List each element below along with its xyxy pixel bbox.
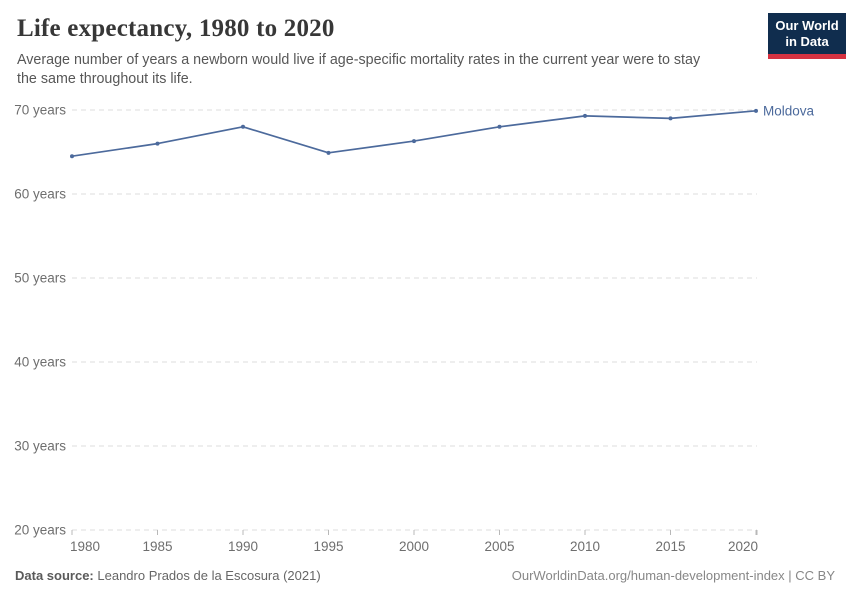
series-line [71,109,757,158]
x-axis-label: 2000 [399,539,429,554]
chart-subtitle-line1: Average number of years a newborn would … [17,52,701,68]
x-axis-label: 1980 [70,539,100,554]
series-label: Moldova [763,103,815,118]
data-source-text: Leandro Prados de la Escosura (2021) [97,568,321,583]
chart-title: Life expectancy, 1980 to 2020 [17,15,335,42]
chart-subtitle-line2: the same throughout its life. [17,71,193,87]
y-axis-label: 30 years [14,439,66,454]
data-point [497,124,502,129]
x-axis-label: 2010 [570,539,600,554]
owid-logo: Our World in Data [768,13,846,59]
data-point [754,108,758,113]
data-source-label: Data source: [15,568,94,583]
chart-footer: Data source: Leandro Prados de la Escosu… [0,568,850,583]
owid-logo-line1: Our World [775,18,839,33]
data-source: Data source: Leandro Prados de la Escosu… [15,568,321,583]
y-axis-label: 60 years [14,187,66,202]
y-axis-label: 20 years [14,523,66,538]
data-point [668,116,673,121]
x-axis-label: 1995 [313,539,343,554]
y-axis-label: 70 years [14,103,66,118]
data-point [412,139,416,144]
chart-subtitle: Average number of years a newborn would … [17,51,700,89]
owid-logo-line2: in Data [785,34,829,49]
y-axis-label: 40 years [14,355,66,370]
data-point [70,154,74,159]
credit-link[interactable]: OurWorldinData.org/human-development-ind… [511,568,835,583]
data-point [583,113,587,118]
data-point [326,150,331,155]
x-axis-label: 2015 [655,539,685,554]
x-axis-label: 2005 [484,539,514,554]
x-axis-label: 1990 [228,539,258,554]
x-axis-label: 1985 [142,539,172,554]
data-point [241,124,245,129]
x-axis-label: 2020 [728,539,758,554]
data-point [155,141,160,146]
y-axis-label: 50 years [14,271,66,286]
